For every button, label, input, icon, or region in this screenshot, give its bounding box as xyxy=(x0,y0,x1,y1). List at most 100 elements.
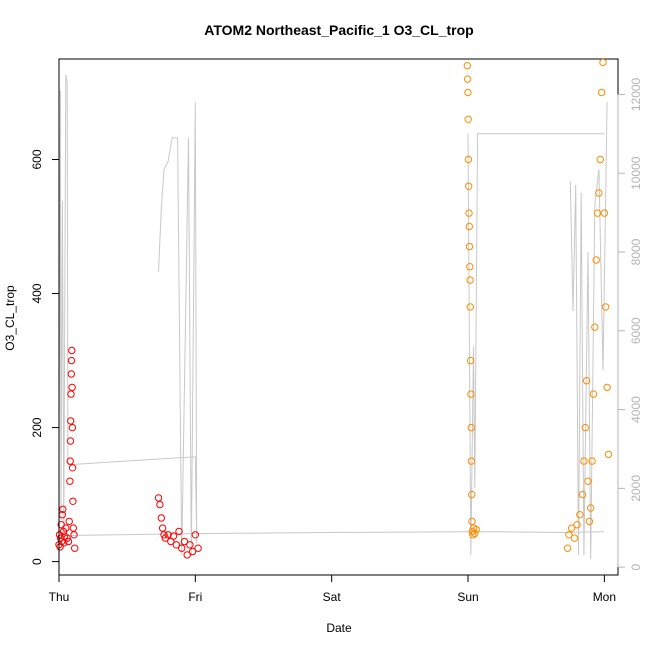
altitude-line-2 xyxy=(58,531,605,537)
point-s0-g1-0 xyxy=(154,494,163,502)
y2-tick-label-4000: 4000 xyxy=(629,396,643,423)
point-s1-g1-22 xyxy=(600,209,609,217)
point-s0-g1-4 xyxy=(160,531,168,539)
point-s1-g1-18 xyxy=(595,189,603,197)
point-s0-g0-28 xyxy=(70,531,78,539)
point-s1-g1-12 xyxy=(587,504,595,512)
altitude-line-1 xyxy=(158,102,198,556)
chart-title: ATOM2 Northeast_Pacific_1 O3_CL_trop xyxy=(204,22,473,38)
point-s1-g1-15 xyxy=(591,323,599,331)
point-s1-g0-3 xyxy=(464,115,472,124)
point-s1-g0-17 xyxy=(468,517,476,526)
point-s1-g1-14 xyxy=(589,390,598,398)
point-s0-g1-13 xyxy=(183,551,191,559)
point-s0-g1-12 xyxy=(180,537,189,546)
point-s1-g0-16 xyxy=(468,490,476,499)
point-s1-g0-8 xyxy=(465,242,474,251)
point-s0-g0-18 xyxy=(67,417,75,425)
point-s0-g0-17 xyxy=(66,437,75,445)
point-s0-g1-17 xyxy=(194,544,202,552)
x-tick-label-sat: Sat xyxy=(323,590,342,604)
point-s1-g1-10 xyxy=(584,477,592,485)
altitude-line-3 xyxy=(467,133,605,556)
point-s1-g1-2 xyxy=(567,524,576,532)
point-s1-g0-4 xyxy=(464,155,473,164)
y2-tick-label-6000: 6000 xyxy=(629,317,643,344)
plot-frame xyxy=(58,58,619,576)
point-s1-g1-17 xyxy=(593,209,602,217)
point-s0-g1-14 xyxy=(186,541,194,549)
point-s1-g1-16 xyxy=(592,256,600,264)
point-s1-g0-5 xyxy=(465,182,473,191)
point-s1-g0-14 xyxy=(467,423,475,432)
point-s0-g1-3 xyxy=(158,524,167,532)
point-s1-g1-13 xyxy=(588,457,596,465)
point-s0-g0-22 xyxy=(68,346,76,355)
point-s1-g1-3 xyxy=(570,534,579,542)
point-s1-g1-6 xyxy=(578,490,587,499)
y-axis-right: 0 2000 4000 6000 8000 10000 12000 xyxy=(617,77,643,570)
point-s1-g1-19 xyxy=(596,155,604,164)
point-s1-g0-10 xyxy=(466,276,474,284)
x-axis: Thu Fri Sat Sun Mon xyxy=(49,574,616,604)
x-tick-label-sun: Sun xyxy=(457,590,478,604)
altitude-line-0 xyxy=(58,74,198,536)
altitude-line-4 xyxy=(569,102,608,560)
point-s1-g1-0 xyxy=(563,544,572,552)
point-s0-g1-10 xyxy=(175,527,183,536)
altitude-layer xyxy=(58,74,608,560)
point-s1-g0-0 xyxy=(463,61,471,70)
point-s1-g1-7 xyxy=(580,457,588,465)
point-s1-g1-9 xyxy=(582,377,591,385)
y2-tick-label-10000: 10000 xyxy=(629,156,643,190)
point-s0-g1-9 xyxy=(172,541,181,549)
point-s0-g1-15 xyxy=(188,547,197,556)
point-s0-g0-11 xyxy=(62,524,70,532)
point-s0-g0-19 xyxy=(67,390,75,398)
point-s0-g0-21 xyxy=(67,356,76,365)
y-tick-label-0: 0 xyxy=(30,558,44,565)
point-s1-g0-15 xyxy=(467,457,476,465)
point-s0-g1-1 xyxy=(156,500,164,509)
point-s1-g0-9 xyxy=(466,263,474,271)
point-s0-g0-23 xyxy=(68,383,76,392)
point-s1-g0-13 xyxy=(467,390,475,398)
point-s0-g0-29 xyxy=(71,544,79,552)
point-s1-g1-11 xyxy=(585,517,594,526)
point-s0-g1-6 xyxy=(164,531,172,539)
point-s0-g0-15 xyxy=(66,477,74,485)
y2-tick-label-12000: 12000 xyxy=(629,77,643,111)
point-s0-g0-2 xyxy=(56,543,64,551)
x-tick-label-mon: Mon xyxy=(593,590,616,604)
point-s0-g0-24 xyxy=(68,423,77,432)
point-s1-g0-12 xyxy=(466,356,475,365)
point-s1-g0-7 xyxy=(465,222,473,231)
point-s1-g1-23 xyxy=(602,303,610,311)
point-s0-g0-27 xyxy=(69,524,78,532)
point-s1-g1-8 xyxy=(581,423,589,432)
point-s0-g0-20 xyxy=(67,370,76,378)
point-s0-g0-26 xyxy=(69,497,77,505)
x-tick-label-thu: Thu xyxy=(49,590,70,604)
y-tick-label-600: 600 xyxy=(30,149,44,169)
point-s1-g0-21 xyxy=(471,529,479,538)
point-s1-g0-11 xyxy=(466,303,474,311)
points-layer xyxy=(55,58,613,559)
point-s0-g0-12 xyxy=(63,534,71,542)
point-s1-g1-5 xyxy=(576,511,584,519)
y-axis-label: O3_CL_trop xyxy=(3,285,17,351)
point-s0-g1-8 xyxy=(169,532,178,540)
point-s0-g1-11 xyxy=(178,544,186,552)
y2-tick-label-0: 0 xyxy=(629,563,643,570)
point-s1-g0-22 xyxy=(472,525,480,534)
point-s1-g1-21 xyxy=(599,58,607,67)
point-s0-g0-16 xyxy=(66,457,74,465)
point-s0-g1-16 xyxy=(191,531,200,539)
point-s1-g1-24 xyxy=(603,383,611,392)
point-s1-g1-20 xyxy=(597,88,606,97)
point-s1-g0-1 xyxy=(463,75,472,83)
point-s0-g1-2 xyxy=(157,514,166,522)
x-axis-label: Date xyxy=(326,621,352,635)
point-s1-g1-1 xyxy=(565,531,573,539)
